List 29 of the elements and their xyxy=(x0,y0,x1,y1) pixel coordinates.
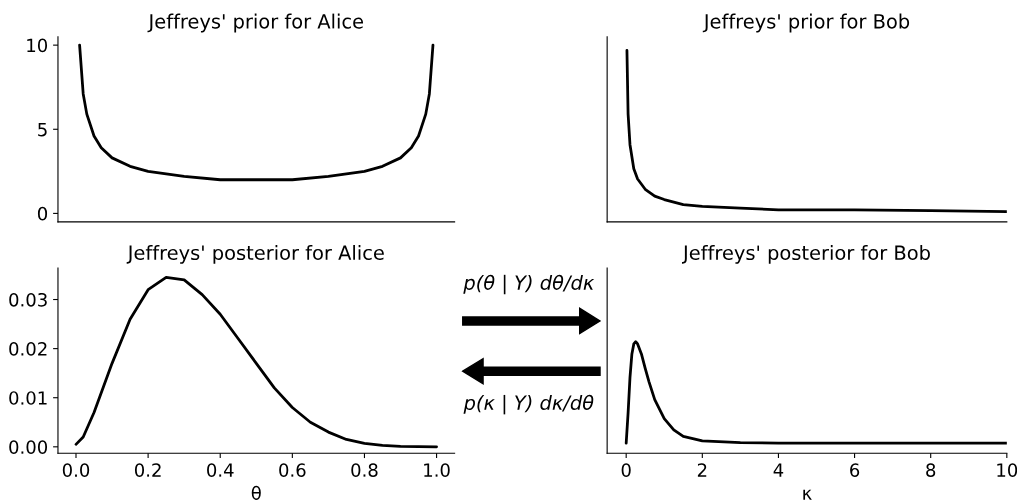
x-tick-label: 0.6 xyxy=(279,463,306,477)
chart-title: Jeffreys' posterior for Bob xyxy=(681,244,930,264)
text: p(θ | Y) dθ/dκ xyxy=(463,274,595,295)
line-series xyxy=(74,276,438,449)
y-tick-label: 0.03 xyxy=(9,292,47,307)
y-tick-label: 0.01 xyxy=(9,391,47,405)
x-tick-label: 0.4 xyxy=(207,463,234,477)
line-series xyxy=(78,43,435,182)
chart-title: Jeffreys' posterior for Alice xyxy=(126,244,384,264)
x-tick-label: 0.8 xyxy=(351,463,378,477)
x-tick-label: 2 xyxy=(697,463,707,477)
y-tick-label: 5 xyxy=(38,122,47,137)
chart-title: Jeffreys' prior for Bob xyxy=(702,13,910,33)
x-axis-title: κ xyxy=(803,489,812,500)
x-tick-label: 4 xyxy=(773,463,784,477)
y-tick-label: 0.00 xyxy=(9,440,48,454)
x-tick-label: 10 xyxy=(997,463,1017,477)
text: p(κ | Y) dκ/dθ xyxy=(463,394,594,415)
x-tick-label: 8 xyxy=(926,463,936,477)
x-tick-label: 0.0 xyxy=(62,463,90,477)
x-tick-label: 0.2 xyxy=(134,463,161,477)
y-tick-label: 0 xyxy=(37,206,48,221)
y-tick-label: 10 xyxy=(27,38,48,53)
x-tick-label: 6 xyxy=(850,463,860,477)
chart-title: Jeffreys' prior for Alice xyxy=(147,13,364,33)
x-tick-label: 1.0 xyxy=(424,463,450,477)
x-axis-title: θ xyxy=(251,485,261,500)
x-tick-label: 0 xyxy=(621,463,631,477)
y-tick-label: 0.02 xyxy=(9,342,47,356)
